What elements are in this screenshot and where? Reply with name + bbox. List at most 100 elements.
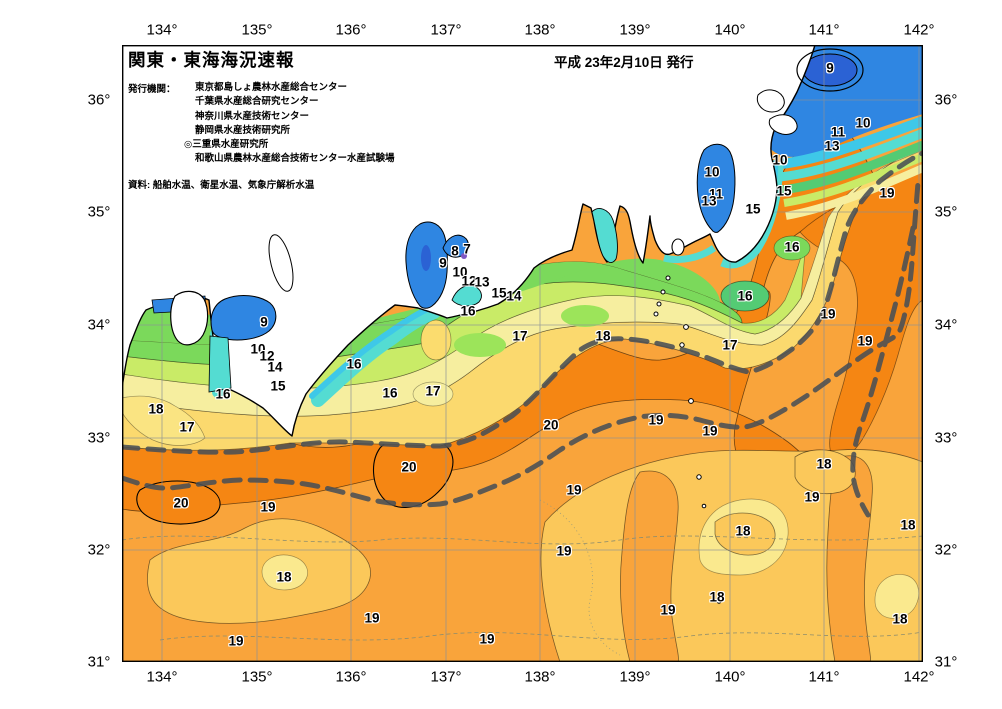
temp-label: 19 [702, 423, 718, 439]
temp-label: 16 [215, 386, 231, 402]
kuroshio-axis-lines [122, 150, 923, 518]
temp-label: 15 [270, 378, 286, 394]
temp-label: 14 [267, 359, 283, 375]
temp-label: 19 [479, 631, 495, 647]
latitude-label-left: 33° [87, 429, 111, 447]
suruga-bay-cool [591, 208, 618, 263]
mikawa-bay [451, 285, 482, 307]
contour-9c-ne [796, 48, 864, 92]
longitude-label-top: 135° [241, 21, 273, 39]
longitude-label-bottom: 134° [146, 668, 178, 686]
temp-label: 18 [816, 456, 832, 472]
temp-label: 11 [708, 186, 724, 202]
temp-label: 16 [382, 385, 398, 401]
latitude-label-right: 31° [934, 653, 958, 671]
longitude-label-top: 138° [524, 21, 556, 39]
pale-core-southwest [261, 554, 308, 591]
temp-label: 16 [784, 239, 800, 255]
longitude-label-top: 139° [619, 21, 651, 39]
longitude-label-bottom: 138° [524, 668, 556, 686]
longitude-label-top: 140° [714, 21, 746, 39]
longitude-label-bottom: 139° [619, 668, 651, 686]
issuer-block: 発行機関： 東京都島しょ農林水産総合センター 千葉県水産総合研究センター 神奈川県水… [128, 81, 548, 167]
temp-label: 19 [879, 185, 895, 201]
temp-label: 15 [745, 201, 761, 217]
temp-label: 18 [595, 328, 611, 344]
contour-dashed-a [122, 535, 923, 545]
sea-temperature-map: 関東・東海海況速報 発行機関： 東京都島しょ農林水産総合センター 千葉県水産総合研… [122, 45, 923, 662]
temp-label: 20 [543, 417, 559, 433]
patch-17c [412, 381, 454, 407]
longitude-label-bottom: 136° [335, 668, 367, 686]
temp-label: 19 [804, 489, 820, 505]
kuroshio-meander-arc [850, 225, 916, 518]
temp-label: 19 [556, 543, 572, 559]
latitude-label-right: 32° [934, 541, 958, 559]
izu-islands [653, 275, 722, 604]
issuer-heading: 発行機関： [128, 84, 176, 95]
awaji-island [170, 290, 209, 346]
kashima-lagoon-b [768, 114, 798, 135]
latitude-label-left: 32° [87, 541, 111, 559]
tokyo-bay [696, 143, 736, 233]
latitude-label-right: 33° [934, 429, 958, 447]
temp-label: 8 [451, 243, 459, 259]
temp-label: 20 [173, 495, 189, 511]
temp-label: 19 [228, 633, 244, 649]
latitude-label-right: 34° [934, 316, 958, 334]
contour-dashed-b [159, 631, 923, 641]
temp-label: 20 [401, 459, 417, 475]
temp-label: 19 [648, 412, 664, 428]
temp-label: 10 [250, 341, 266, 357]
longitude-label-top: 141° [808, 21, 840, 39]
temp-label: 19 [364, 610, 380, 626]
ne-band-green [781, 140, 923, 195]
temp-label: 9 [260, 314, 268, 330]
ise-coldest-spot [461, 253, 467, 259]
temp-label: 14 [506, 288, 522, 304]
temp-label: 19 [260, 499, 276, 515]
longitude-label-top: 134° [146, 21, 178, 39]
ise-cold-core [421, 245, 431, 271]
temp-label: 10 [452, 264, 468, 280]
kashima-lagoon-a [756, 89, 785, 113]
temp-label: 18 [276, 569, 292, 585]
longitude-label-top: 142° [903, 21, 935, 39]
temp-label: 15 [776, 183, 792, 199]
oval-20c-west [136, 480, 221, 525]
ne-band-teal [779, 128, 923, 182]
strip-cold-kumano [309, 304, 435, 399]
temp-label: 12 [461, 273, 477, 289]
sagami-cool-arc [663, 245, 717, 264]
temp-label: 13 [824, 138, 840, 154]
report-header: 関東・東海海況速報 発行機関： 東京都島しょ農林水産総合センター 千葉県水産総合研… [128, 47, 548, 191]
core-16c-c [561, 305, 609, 327]
issuer-item: 神奈川県水産技術センター [195, 110, 310, 122]
kii-channel [208, 335, 232, 393]
temp-label: 19 [820, 306, 836, 322]
latitude-label-left: 31° [87, 653, 111, 671]
core-16c-e [773, 235, 811, 261]
ne-band-cyan [779, 116, 923, 169]
latitude-label-left: 36° [87, 91, 111, 109]
temp-label: 11 [830, 124, 846, 140]
longitude-label-bottom: 142° [903, 668, 935, 686]
strip-cool-kumano [311, 305, 441, 407]
core-16c-b [454, 333, 506, 357]
temp-label: 18 [709, 589, 725, 605]
temp-label: 10 [855, 115, 871, 131]
temp-label: 18 [148, 401, 164, 417]
temp-label: 17 [722, 337, 738, 353]
temp-label: 19 [857, 333, 873, 349]
kuroshio-axis-south [122, 180, 921, 508]
temp-label: 18 [892, 611, 908, 627]
blob-18c-southwest [147, 518, 371, 624]
temp-label: 17 [179, 419, 195, 435]
longitude-label-bottom: 141° [808, 668, 840, 686]
temp-label: 18 [900, 517, 916, 533]
kuroshio-axis-north [122, 150, 923, 455]
temp-label: 19 [660, 602, 676, 618]
temp-label: 17 [512, 328, 528, 344]
issuer-item: 和歌山県農林水産総合技術センター水産試験場 [195, 153, 395, 165]
